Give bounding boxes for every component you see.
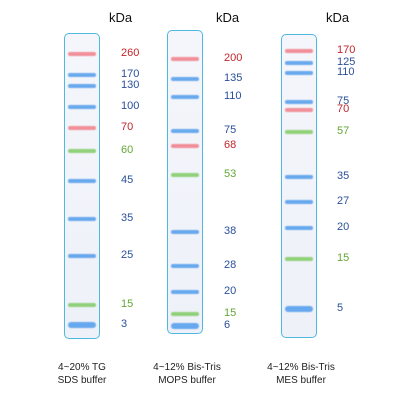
- lane-1-marker-label: 25: [121, 249, 134, 261]
- lane-2-band-68: [171, 144, 199, 148]
- lane-2-caption-line-2: MOPS buffer: [158, 375, 216, 386]
- lane-2-marker-label: 75: [224, 124, 237, 136]
- lane-1-band-15: [68, 303, 96, 307]
- lane-1-band-25: [68, 254, 96, 258]
- lane-2-caption-line-1: 4~12% Bis-Tris: [153, 362, 221, 373]
- unit-label-lane-2: kDa: [216, 10, 240, 25]
- lane-1-marker-label: 260: [121, 47, 140, 59]
- lane-2-band-15: [171, 312, 199, 316]
- lane-2-marker-label: 200: [224, 52, 243, 64]
- lane-3-band-125: [285, 61, 313, 65]
- lane-3-marker-label: 125: [337, 56, 356, 68]
- lane-3-band-57: [285, 130, 313, 134]
- lane-1-caption-line-2: SDS buffer: [57, 375, 107, 386]
- lane-1-marker-label: 70: [121, 121, 134, 133]
- lane-3-band-5: [285, 306, 313, 312]
- lane-2-marker-label: 135: [224, 72, 243, 84]
- lane-1-gel: [64, 33, 100, 339]
- lane-3-marker-label: 70: [337, 103, 350, 115]
- lane-1-band-60: [68, 149, 96, 153]
- unit-label-lane-1: kDa: [109, 10, 133, 25]
- lane-1-marker-label: 130: [121, 79, 140, 91]
- lane-1-marker-label: 15: [121, 298, 134, 310]
- lane-1-band-45: [68, 179, 96, 183]
- lane-1-band-3: [68, 322, 96, 328]
- lane-3-marker-label: 20: [337, 221, 350, 233]
- unit-label-lane-3: kDa: [326, 10, 350, 25]
- lane-2-caption: 4~12% Bis-Tris MOPS buffer: [137, 361, 237, 387]
- lane-3-marker-label: 15: [337, 252, 350, 264]
- lane-3-caption-line-1: 4~12% Bis-Tris: [267, 362, 335, 373]
- lane-3-marker-label: 5: [337, 302, 344, 314]
- lane-2-marker-label: 110: [224, 90, 242, 102]
- lane-3-marker-label: 75: [337, 95, 350, 107]
- lane-2-marker-label: 53: [224, 168, 237, 180]
- lane-1-marker-label: 100: [121, 100, 140, 112]
- lane-2-marker-label: 20: [224, 285, 237, 297]
- lane-2-marker-label: 38: [224, 225, 237, 237]
- lane-3-marker-label: 110: [337, 66, 355, 78]
- lane-2-band-75: [171, 129, 199, 133]
- lane-2-band-110: [171, 95, 199, 99]
- lane-1-marker-label: 170: [121, 68, 140, 80]
- lane-1-caption-line-1: 4~20% TG: [58, 362, 106, 373]
- lane-3-marker-label: 170: [337, 44, 356, 56]
- lane-3-band-110: [285, 71, 313, 75]
- lane-2-marker-label: 28: [224, 259, 237, 271]
- lane-1-marker-label: 35: [121, 212, 134, 224]
- lane-1-marker-label: 3: [121, 318, 128, 330]
- lane-3-marker-label: 27: [337, 195, 350, 207]
- lane-3-band-35: [285, 175, 313, 179]
- lane-2-band-135: [171, 77, 199, 81]
- lane-1-band-260: [68, 52, 96, 56]
- lane-1-marker-label: 45: [121, 174, 134, 186]
- lane-3-gel: [281, 34, 317, 338]
- lane-1-band-130: [68, 84, 96, 88]
- lane-2-marker-label: 6: [224, 319, 231, 331]
- lane-1-band-35: [68, 217, 96, 221]
- lane-2-marker-label: 15: [224, 307, 237, 319]
- lane-3-band-20: [285, 226, 313, 230]
- lane-2-band-200: [171, 57, 199, 61]
- lane-3-band-75: [285, 100, 313, 104]
- lane-2-band-28: [171, 264, 199, 268]
- lane-1-band-100: [68, 105, 96, 109]
- lane-1-caption: 4~20% TG SDS buffer: [32, 361, 132, 387]
- lane-3-band-15: [285, 257, 313, 261]
- lane-3-band-27: [285, 200, 313, 204]
- lane-2-band-20: [171, 290, 199, 294]
- lane-3-marker-label: 57: [337, 125, 350, 137]
- lane-3-caption: 4~12% Bis-Tris MES buffer: [251, 361, 351, 387]
- lane-3-marker-label: 35: [337, 170, 350, 182]
- lane-2-marker-label: 68: [224, 139, 237, 151]
- lane-1-band-70: [68, 126, 96, 130]
- lane-2-band-38: [171, 230, 199, 234]
- lane-1-marker-label: 60: [121, 144, 134, 156]
- lane-2-band-53: [171, 173, 199, 177]
- lane-1-band-170: [68, 73, 96, 77]
- lane-3-band-170: [285, 49, 313, 53]
- lane-2-gel: [167, 30, 203, 334]
- lane-2-band-6: [171, 323, 199, 329]
- lane-3-caption-line-2: MES buffer: [276, 375, 326, 386]
- lane-3-band-70: [285, 108, 313, 112]
